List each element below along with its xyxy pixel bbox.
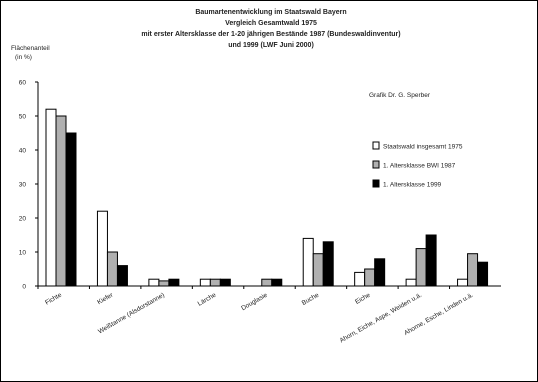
y-axis-label-line-2: (in %): [15, 54, 32, 61]
chart-credit: Grafik Dr. G. Sperber: [369, 92, 431, 99]
bar: [106, 251, 118, 287]
bar: [374, 258, 386, 287]
chart-title: Baumartenentwicklung im Staatswald Bayer…: [141, 9, 400, 49]
x-tick-label: Lärche: [197, 291, 218, 307]
bar: [364, 268, 376, 287]
bar: [457, 278, 469, 287]
bar: [116, 265, 128, 287]
bar: [96, 210, 108, 287]
y-tick-label: 50: [19, 114, 27, 121]
legend-swatch: [372, 160, 380, 169]
legend-swatch: [372, 141, 380, 150]
title-line-1: Baumartenentwicklung im Staatswald Bayer…: [195, 9, 346, 16]
bar: [199, 278, 211, 287]
y-axis-label: Flächenanteil (in %): [11, 45, 50, 61]
bars-group: [37, 108, 489, 289]
bar: [312, 253, 324, 287]
bar: [271, 278, 283, 287]
bar: [148, 278, 160, 287]
title-line-4: und 1999 (LWF Juni 2000): [228, 42, 314, 49]
bar: [65, 132, 77, 287]
y-tick-label: 10: [19, 250, 27, 257]
bar: [45, 108, 57, 287]
title-line-3: mit erster Altersklasse der 1-20 jährige…: [141, 31, 400, 38]
legend-label: 1. Altersklasse 1999: [383, 182, 442, 189]
bar: [302, 237, 314, 287]
y-tick-label: 30: [19, 182, 27, 189]
legend-label: 1. Altersklasse BWI 1987: [383, 163, 456, 170]
legend-label: Staatswald insgesamt 1975: [383, 144, 463, 151]
legend-swatch: [372, 179, 380, 188]
y-tick-label: 60: [19, 80, 27, 87]
bar: [219, 278, 231, 287]
y-tick-label: 40: [19, 148, 27, 155]
x-tick-label: Buche: [301, 291, 321, 306]
legend: Staatswald insgesamt 1975 1. Altersklasse…: [372, 141, 463, 189]
x-tick-label: Eiche: [354, 291, 372, 305]
x-tick-label: Ahorn, Eiche, Aspe, Weiden u.ä.: [339, 292, 424, 345]
bar: [261, 278, 273, 287]
y-tick-label: 0: [22, 284, 26, 291]
bar: [322, 241, 334, 287]
x-tick-label: Fichte: [44, 291, 63, 306]
bar: [467, 253, 479, 287]
bar: [158, 280, 170, 287]
bar: [477, 261, 489, 287]
title-line-2: Vergleich Gesamtwald 1975: [225, 20, 317, 27]
bar: [415, 248, 427, 287]
x-tick-label: Douglasie: [240, 291, 269, 312]
bar: [55, 115, 67, 287]
bar: [168, 278, 180, 287]
x-tick-label: Kiefer: [96, 291, 115, 306]
bar: [405, 278, 417, 287]
y-axis-label-line-1: Flächenanteil: [11, 45, 50, 52]
bar: [425, 234, 437, 287]
bar: [354, 271, 366, 287]
y-tick-label: 20: [19, 216, 27, 223]
bar: [209, 278, 221, 287]
